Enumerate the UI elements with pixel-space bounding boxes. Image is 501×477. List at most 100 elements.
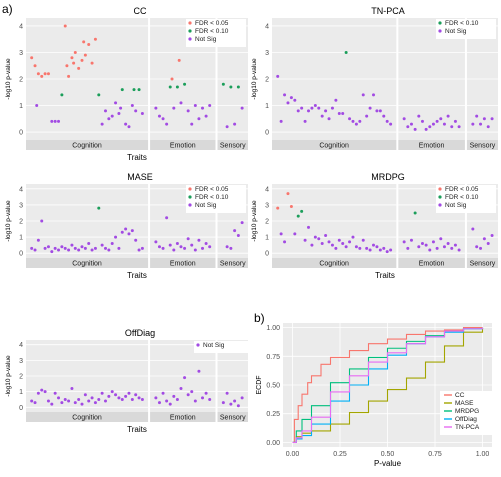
data-point-notsig (457, 125, 461, 129)
data-point-notsig (46, 245, 50, 249)
facet-label: Sensory (470, 261, 496, 268)
facet-strip (398, 258, 465, 268)
data-point-notsig (385, 119, 389, 123)
data-point-notsig (127, 232, 131, 236)
data-point-notsig (193, 399, 197, 403)
data-point-notsig (53, 119, 57, 123)
data-point-notsig (341, 242, 345, 246)
data-point-notsig (368, 248, 372, 252)
data-point-notsig (130, 229, 134, 233)
legend-box (194, 341, 254, 353)
data-point-notsig (179, 245, 183, 249)
data-point-fdr05 (65, 64, 69, 68)
data-point-notsig (375, 109, 379, 113)
data-point-notsig (446, 242, 450, 246)
data-point-notsig (402, 117, 406, 121)
data-point-fdr05 (36, 72, 40, 76)
facet-label: Cognition (72, 261, 102, 268)
data-point-notsig (208, 397, 212, 401)
data-point-notsig (310, 243, 314, 247)
facet-strip (26, 412, 149, 422)
data-point-notsig (327, 117, 331, 121)
data-point-notsig (107, 117, 111, 121)
data-point-fdr05 (87, 43, 91, 47)
y-tick-label: 0 (19, 130, 23, 137)
plot-mase: MASE -log10 p-value 0 1 2 3 4 Cognition Emotion S… (5, 172, 248, 280)
data-point-notsig (130, 104, 134, 108)
data-point-notsig (53, 391, 57, 395)
data-point-notsig (90, 248, 94, 252)
data-point-fdr10 (132, 88, 136, 92)
data-point-notsig (293, 98, 297, 102)
data-point-notsig (348, 117, 352, 121)
data-point-notsig (378, 109, 382, 113)
plot-mrdpg: MRDPG -log10 p-value 0 1 2 3 4 Cognition Emotion… (251, 172, 498, 280)
data-point-notsig (127, 391, 131, 395)
data-point-notsig (100, 391, 104, 395)
data-point-notsig (179, 101, 183, 105)
plot-title: MASE (127, 172, 153, 182)
data-point-notsig (36, 391, 40, 395)
legend-label: FDR < 0.05 (195, 186, 229, 193)
data-point-notsig (201, 396, 205, 400)
data-point-notsig (186, 393, 190, 397)
facet-strip (26, 258, 149, 268)
data-point-notsig (324, 109, 328, 113)
data-point-notsig (172, 248, 176, 252)
data-point-fdr05 (40, 74, 44, 78)
facet-label: Cognition (319, 143, 349, 150)
data-point-fdr10 (229, 85, 233, 89)
data-point-notsig (70, 243, 74, 247)
data-point-notsig (293, 232, 297, 236)
y-tick-label: 4 (19, 342, 23, 349)
data-point-notsig (365, 246, 369, 250)
data-point-notsig (165, 399, 169, 403)
facet-strip (272, 258, 397, 268)
data-point-fdr05 (46, 72, 50, 76)
data-point-notsig (344, 245, 348, 249)
data-point-notsig (233, 399, 237, 403)
data-point-notsig (233, 122, 237, 126)
data-point-notsig (307, 109, 311, 113)
data-point-notsig (334, 246, 338, 250)
data-point-notsig (130, 397, 134, 401)
data-point-notsig (453, 243, 457, 247)
legend-label: FDR < 0.05 (445, 186, 479, 193)
plot-title: TN-PCA (371, 6, 405, 16)
data-point-notsig (175, 242, 179, 246)
data-point-notsig (197, 238, 201, 242)
data-point-notsig (233, 229, 237, 233)
data-point-notsig (103, 399, 107, 403)
data-point-notsig (33, 401, 37, 405)
data-point-notsig (486, 242, 490, 246)
y-tick-label: 0 (19, 251, 23, 258)
facet-label: Emotion (170, 143, 196, 150)
data-point-notsig (103, 246, 107, 250)
data-point-notsig (240, 106, 244, 110)
data-point-notsig (221, 401, 225, 405)
data-point-notsig (300, 106, 304, 110)
data-point-notsig (157, 401, 161, 405)
data-point-notsig (46, 399, 50, 403)
legend-box (186, 185, 246, 213)
data-point-notsig (439, 117, 443, 121)
data-point-notsig (190, 243, 194, 247)
data-point-notsig (154, 240, 158, 244)
data-point-notsig (110, 114, 114, 118)
legend-label: FDR < 0.10 (195, 28, 229, 35)
legend-marker-notsig (438, 203, 442, 207)
data-point-notsig (63, 246, 67, 250)
data-point-notsig (193, 248, 197, 252)
data-point-notsig (372, 93, 376, 97)
y-tick-label: 3 (19, 202, 23, 209)
data-point-notsig (186, 109, 190, 113)
data-point-notsig (90, 396, 94, 400)
y-tick-label: 3 (265, 50, 269, 57)
data-point-notsig (303, 119, 307, 123)
data-point-notsig (313, 235, 317, 239)
y-axis-label: ECDF (256, 375, 263, 394)
data-point-notsig (229, 246, 233, 250)
y-axis-label: -log10 p-value (5, 355, 12, 397)
data-point-notsig (428, 125, 432, 129)
